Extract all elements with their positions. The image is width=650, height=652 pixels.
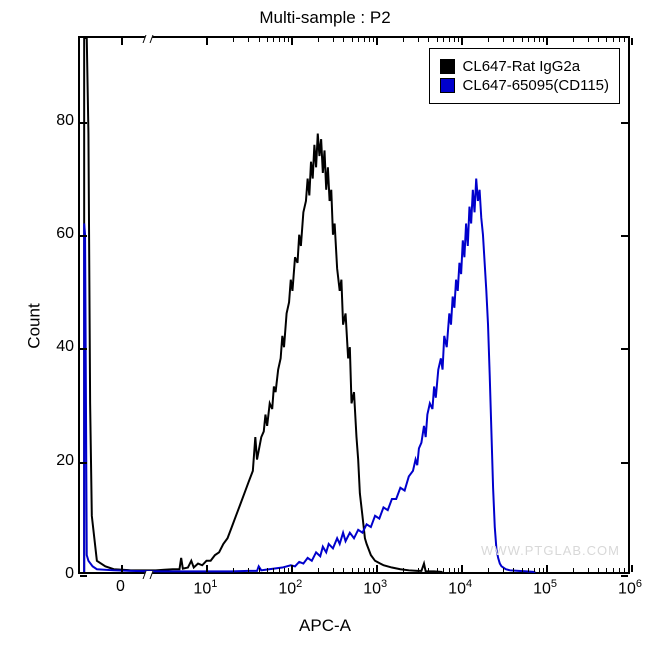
legend-item-0: CL647-Rat IgG2a (440, 58, 609, 75)
chart-container: Multi-sample : P2 Count APC-A CL647-Rat … (0, 0, 650, 652)
x-tick-label: 0 (116, 578, 125, 596)
legend-label-0: CL647-Rat IgG2a (463, 58, 581, 75)
chart-title: Multi-sample : P2 (0, 8, 650, 28)
legend-item-1: CL647-65095(CD115) (440, 77, 609, 94)
y-tick-label: 20 (34, 452, 74, 470)
x-axis-label: APC-A (0, 616, 650, 636)
legend-swatch-1 (440, 78, 455, 93)
legend-label-1: CL647-65095(CD115) (463, 77, 609, 94)
histogram-svg (80, 38, 628, 572)
x-tick-label: 102 (278, 578, 302, 598)
x-tick-label: 103 (363, 578, 387, 598)
x-tick-label: 104 (448, 578, 472, 598)
x-tick-label: 105 (533, 578, 557, 598)
y-tick-label: 60 (34, 225, 74, 243)
y-tick-label: 0 (34, 565, 74, 583)
legend-swatch-0 (440, 59, 455, 74)
series-line (84, 38, 442, 572)
plot-area (78, 36, 630, 574)
legend: CL647-Rat IgG2a CL647-65095(CD115) (429, 48, 620, 104)
x-tick-label: 101 (193, 578, 217, 598)
y-tick-label: 40 (34, 338, 74, 356)
watermark: WWW.PTGLAB.COM (481, 543, 620, 558)
x-tick-label: 106 (618, 578, 642, 598)
axis-break-mark (142, 571, 153, 579)
series-line (84, 179, 535, 572)
y-tick-label: 80 (34, 112, 74, 130)
